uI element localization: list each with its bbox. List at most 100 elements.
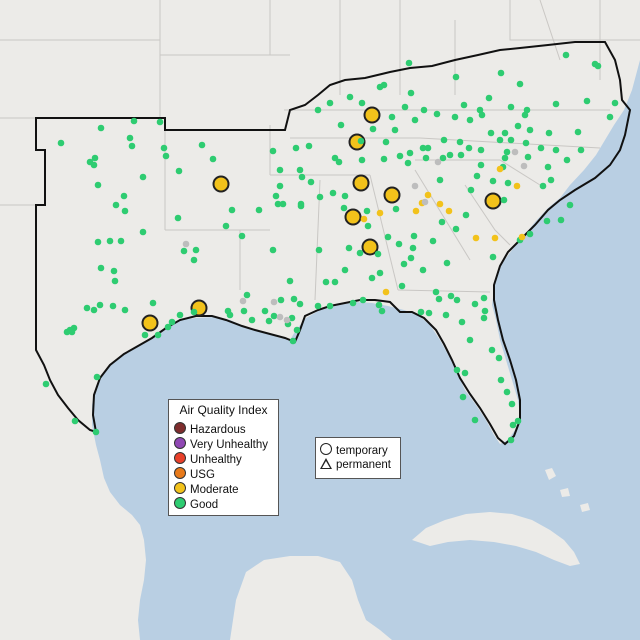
moderate-temporary-monitor bbox=[344, 208, 362, 226]
moderate-monitor-dot bbox=[412, 207, 420, 215]
good-monitor-dot bbox=[424, 144, 432, 152]
good-monitor-dot bbox=[286, 277, 294, 285]
good-monitor-dot bbox=[438, 218, 446, 226]
good-monitor-dot bbox=[557, 216, 565, 224]
no-data-monitor-dot bbox=[283, 316, 291, 324]
good-monitor-dot bbox=[477, 146, 485, 154]
good-monitor-dot bbox=[440, 136, 448, 144]
moderate-temporary-monitor bbox=[484, 192, 502, 210]
good-monitor-dot bbox=[461, 369, 469, 377]
good-monitor-dot bbox=[398, 282, 406, 290]
aqi-legend-row-usg: USG bbox=[174, 467, 215, 481]
good-monitor-dot bbox=[471, 416, 479, 424]
good-monitor-dot bbox=[110, 267, 118, 275]
good-monitor-dot bbox=[139, 228, 147, 236]
good-monitor-dot bbox=[453, 296, 461, 304]
good-monitor-dot bbox=[335, 158, 343, 166]
good-swatch-icon bbox=[174, 497, 186, 509]
good-monitor-dot bbox=[341, 266, 349, 274]
cuba-island bbox=[412, 512, 580, 566]
good-monitor-dot bbox=[164, 323, 172, 331]
good-monitor-dot bbox=[141, 331, 149, 339]
moderate-monitor-dot bbox=[496, 165, 504, 173]
no-data-monitor-dots bbox=[182, 148, 528, 324]
good-monitor-dot bbox=[392, 205, 400, 213]
good-monitor-dot bbox=[345, 244, 353, 252]
good-monitor-dot bbox=[407, 89, 415, 97]
good-monitor-dot bbox=[507, 103, 515, 111]
moderate-temporary-monitor bbox=[361, 238, 379, 256]
good-monitor-dot bbox=[409, 244, 417, 252]
good-monitor-dot bbox=[452, 225, 460, 233]
good-monitor-dot bbox=[341, 192, 349, 200]
good-monitor-dot bbox=[396, 152, 404, 160]
good-monitor-dot bbox=[305, 142, 313, 150]
good-monitor-dot bbox=[94, 181, 102, 189]
good-monitor-dot bbox=[451, 113, 459, 121]
no-data-monitor-dot bbox=[511, 148, 519, 156]
good-monitor-dot bbox=[316, 193, 324, 201]
very-unhealthy-label: Very Unhealthy bbox=[190, 439, 268, 451]
good-monitor-dot bbox=[465, 144, 473, 152]
moderate-temporary-monitor bbox=[383, 186, 401, 204]
good-monitor-dot bbox=[90, 161, 98, 169]
good-monitor-dot bbox=[168, 318, 176, 326]
good-monitor-dot bbox=[481, 307, 489, 315]
aqi-legend-row-good: Good bbox=[174, 497, 218, 511]
good-monitor-dot bbox=[501, 129, 509, 137]
good-monitor-dot bbox=[359, 296, 367, 304]
good-monitor-dot bbox=[563, 156, 571, 164]
moderate-temporary-monitor bbox=[141, 314, 159, 332]
good-monitor-dot bbox=[436, 176, 444, 184]
moderate-temporary-monitor bbox=[363, 106, 381, 124]
moderate-monitor-dot bbox=[513, 182, 521, 190]
good-monitor-dot bbox=[452, 73, 460, 81]
good-monitor-dot bbox=[265, 317, 273, 325]
good-monitor-dot bbox=[545, 129, 553, 137]
good-monitor-dot bbox=[380, 155, 388, 163]
good-monitor-dot bbox=[425, 309, 433, 317]
good-monitor-dot bbox=[180, 247, 188, 255]
good-monitor-dot bbox=[577, 146, 585, 154]
good-monitor-dot bbox=[507, 136, 515, 144]
aqi-legend-row-very-unhealthy: Very Unhealthy bbox=[174, 437, 268, 451]
good-monitor-dot bbox=[435, 295, 443, 303]
good-monitor-dot bbox=[358, 99, 366, 107]
good-monitor-dot bbox=[120, 192, 128, 200]
good-monitor-dot bbox=[552, 100, 560, 108]
moderate-monitor-dot bbox=[472, 234, 480, 242]
good-monitor-dot bbox=[442, 311, 450, 319]
moderate-temporary-monitors bbox=[141, 106, 502, 332]
monitor-type-legend: temporary permanent bbox=[315, 437, 401, 479]
moderate-temporary-monitor bbox=[352, 174, 370, 192]
good-monitor-dot bbox=[422, 154, 430, 162]
aqi-legend-row-hazardous: Hazardous bbox=[174, 422, 246, 436]
no-data-monitor-dot bbox=[434, 158, 442, 166]
good-monitor-dot bbox=[523, 106, 531, 114]
good-monitor-dot bbox=[526, 230, 534, 238]
good-monitor-dot bbox=[489, 177, 497, 185]
good-monitor-dot bbox=[97, 124, 105, 132]
good-monitor-dot bbox=[509, 421, 517, 429]
good-monitor-dot bbox=[222, 222, 230, 230]
good-monitor-dot bbox=[109, 302, 117, 310]
moderate-swatch-icon bbox=[174, 482, 186, 494]
good-monitor-dot bbox=[526, 126, 534, 134]
good-monitor-dot bbox=[111, 277, 119, 285]
good-monitor-dot bbox=[331, 278, 339, 286]
unhealthy-label: Unhealthy bbox=[190, 454, 242, 466]
good-monitor-dot bbox=[447, 292, 455, 300]
good-monitor-dot bbox=[411, 116, 419, 124]
good-monitor-dot bbox=[112, 201, 120, 209]
triangle-icon bbox=[320, 458, 332, 469]
good-monitor-dot bbox=[467, 186, 475, 194]
good-monitor-dot bbox=[174, 214, 182, 222]
good-monitor-dot bbox=[139, 173, 147, 181]
good-monitor-dot bbox=[209, 155, 217, 163]
good-monitor-dot bbox=[297, 200, 305, 208]
good-monitor-dot bbox=[175, 167, 183, 175]
good-monitor-dot bbox=[269, 147, 277, 155]
good-monitor-dot bbox=[524, 153, 532, 161]
good-monitor-dot bbox=[478, 111, 486, 119]
aqi-legend-title: Air Quality Index bbox=[179, 403, 268, 417]
